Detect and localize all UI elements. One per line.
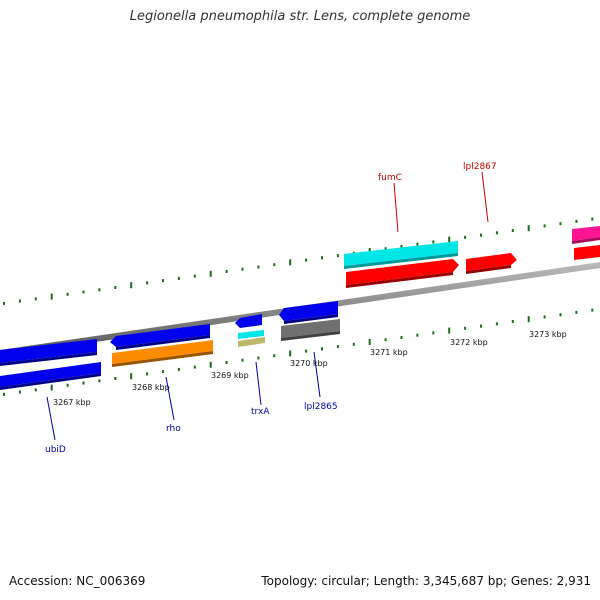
kbp-label: 3273 kbp — [529, 330, 567, 339]
gene-label-fumc[interactable]: fumC — [378, 173, 402, 183]
gene-lpl2868[interactable] — [574, 245, 600, 260]
gene-trxa-cog-khaki[interactable] — [238, 337, 265, 347]
gene-ubid-a-shadow — [0, 352, 97, 366]
gene-label-lpl2867[interactable]: lpl2867 — [463, 162, 497, 172]
gene-fumc-shadow — [346, 272, 453, 288]
gene-trxa-cog[interactable] — [238, 330, 264, 339]
kbp-labels: 3267 kbp 3268 kbp 3269 kbp 3270 kbp 3271… — [53, 330, 567, 407]
topology-label: Topology: circular; Length: 3,345,687 bp… — [261, 574, 591, 588]
gene-lpl2868-cog[interactable] — [572, 226, 600, 241]
gene-label-rho[interactable]: rho — [166, 424, 181, 434]
gene-ubid-b[interactable] — [0, 362, 101, 387]
gene-label-lpl2865[interactable]: lpl2865 — [304, 402, 338, 412]
kbp-label: 3271 kbp — [370, 348, 408, 357]
kbp-label: 3270 kbp — [290, 359, 328, 368]
accession-label: Accession: NC_006369 — [9, 574, 146, 588]
gene-ubid-b-shadow — [0, 373, 101, 390]
gene-lpl2865-cog-shadow — [281, 331, 340, 341]
gene-fumc-cog-shadow — [344, 253, 458, 269]
lower-tick-row — [3, 308, 594, 396]
kbp-label: 3268 kbp — [132, 383, 170, 392]
gene-label-trxa[interactable]: trxA — [251, 407, 270, 417]
gene-label-ubid[interactable]: ubiD — [45, 445, 66, 455]
kbp-label: 3267 kbp — [53, 398, 91, 407]
gene-rho[interactable] — [110, 324, 210, 347]
gene-trxa[interactable] — [235, 314, 262, 328]
gene-labels: fumC lpl2867 ubiD rho trxA lpl2865 — [45, 162, 497, 455]
gene-lpl2867[interactable] — [466, 253, 517, 271]
reverse-features — [0, 301, 340, 390]
gene-rho-cog-shadow — [112, 351, 213, 367]
gene-rho-shadow — [116, 335, 210, 350]
gene-fumc[interactable] — [346, 259, 459, 285]
gene-ubid-a[interactable] — [0, 339, 97, 363]
gene-fumc-cog[interactable] — [344, 241, 458, 266]
forward-features — [344, 226, 600, 288]
kbp-label: 3272 kbp — [450, 338, 488, 347]
gene-lpl2865-shadow — [284, 314, 338, 324]
genome-title: Legionella pneumophila str. Lens, comple… — [129, 9, 471, 24]
gene-leader-lines — [46, 171, 489, 441]
gene-lpl2867-shadow — [466, 265, 511, 274]
gene-rho-cog[interactable] — [112, 340, 213, 364]
kbp-label: 3269 kbp — [211, 371, 249, 380]
gene-lpl2868-cog-shadow — [572, 237, 600, 244]
gene-lpl2865-cog[interactable] — [281, 319, 340, 338]
gene-lpl2865[interactable] — [279, 301, 338, 321]
